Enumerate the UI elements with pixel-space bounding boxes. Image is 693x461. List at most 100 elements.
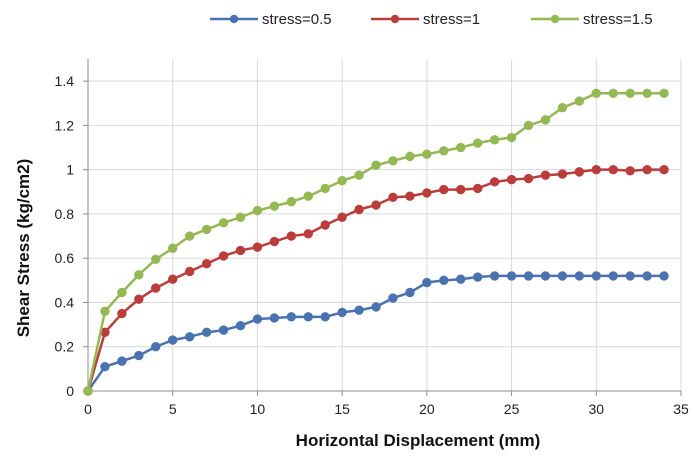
data-point xyxy=(151,254,161,265)
data-point xyxy=(625,271,635,281)
data-point xyxy=(134,294,144,304)
data-point xyxy=(371,302,381,312)
data-point xyxy=(117,356,127,366)
data-point xyxy=(371,200,381,210)
series-2 xyxy=(83,164,669,396)
series-3 xyxy=(83,88,669,396)
data-point xyxy=(472,183,483,194)
y-tick-label: 0.4 xyxy=(55,294,75,310)
data-point xyxy=(320,312,330,322)
x-tick-label: 5 xyxy=(169,401,177,417)
data-point xyxy=(523,120,534,131)
data-point xyxy=(134,350,144,361)
data-point xyxy=(320,220,330,230)
data-point xyxy=(591,271,601,281)
data-point xyxy=(286,197,297,207)
data-point xyxy=(523,173,534,184)
data-point xyxy=(354,204,364,215)
data-point xyxy=(269,201,280,211)
data-point xyxy=(456,142,466,153)
data-point xyxy=(100,306,110,317)
data-point xyxy=(523,271,534,281)
data-point xyxy=(235,212,246,222)
x-tick-label: 35 xyxy=(673,401,689,417)
data-point xyxy=(269,313,280,323)
data-point xyxy=(472,272,483,282)
y-tick-label: 0 xyxy=(66,383,74,399)
x-tick-label: 10 xyxy=(250,401,266,417)
data-point xyxy=(371,160,381,170)
data-point xyxy=(235,245,246,256)
series-1 xyxy=(83,271,669,396)
legend-item: stress=0.5 xyxy=(210,11,332,28)
data-point xyxy=(472,138,483,148)
data-point xyxy=(388,156,398,166)
data-point xyxy=(574,167,585,177)
data-point xyxy=(422,188,432,198)
data-point xyxy=(574,271,585,281)
legend-item: stress=1.5 xyxy=(531,11,653,28)
data-point xyxy=(557,169,568,179)
legend: stress=0.5 stress=1 stress=1.5 xyxy=(210,11,653,28)
data-point xyxy=(608,271,618,281)
legend-label: stress=1 xyxy=(423,11,480,28)
data-point xyxy=(405,151,415,162)
y-tick-label: 0.6 xyxy=(55,250,75,266)
data-point xyxy=(422,277,432,288)
data-point xyxy=(405,287,415,298)
data-point xyxy=(201,259,212,269)
data-point xyxy=(489,177,500,187)
data-point xyxy=(218,218,229,228)
data-point xyxy=(608,164,618,175)
data-point xyxy=(303,229,313,239)
data-point xyxy=(540,170,551,180)
data-point xyxy=(388,293,398,303)
data-point xyxy=(252,314,263,324)
data-point xyxy=(100,361,110,372)
data-point xyxy=(625,88,635,99)
y-tick-label: 1.4 xyxy=(55,73,75,89)
data-point xyxy=(286,231,297,241)
data-point xyxy=(506,271,517,281)
y-tick-label: 0.2 xyxy=(55,339,75,355)
data-point xyxy=(439,275,449,286)
data-point xyxy=(184,332,195,342)
legend-marker xyxy=(229,14,239,24)
data-point xyxy=(540,115,551,125)
data-point xyxy=(134,270,144,280)
data-point xyxy=(591,88,601,99)
data-point xyxy=(218,251,229,261)
x-tick-label: 0 xyxy=(84,401,92,417)
y-tick-label: 0.8 xyxy=(55,206,75,222)
data-point xyxy=(184,266,195,277)
data-point xyxy=(337,176,347,186)
y-tick-label: 1 xyxy=(66,162,74,178)
data-point xyxy=(337,307,347,318)
data-point xyxy=(218,325,229,335)
y-axis-title: Shear Stress (kg/cm2) xyxy=(14,159,33,338)
data-point xyxy=(608,88,618,99)
data-point xyxy=(269,236,280,247)
data-point xyxy=(151,283,161,293)
data-point xyxy=(489,271,500,281)
data-point xyxy=(456,274,466,284)
data-point xyxy=(388,192,398,203)
data-point xyxy=(591,164,601,175)
y-tick-label: 1.2 xyxy=(55,117,75,133)
data-point xyxy=(540,271,551,281)
data-point xyxy=(489,135,500,145)
data-point xyxy=(252,205,263,216)
x-tick-label: 25 xyxy=(504,401,520,417)
data-point xyxy=(659,88,669,99)
data-point xyxy=(117,308,127,319)
legend-label: stress=1.5 xyxy=(583,11,653,28)
data-point xyxy=(286,312,297,322)
legend-marker xyxy=(550,14,560,24)
legend-marker xyxy=(390,14,400,24)
series-line xyxy=(86,274,665,392)
data-point xyxy=(184,231,195,241)
data-point xyxy=(439,184,449,195)
data-point xyxy=(625,166,635,176)
data-point xyxy=(83,386,93,396)
